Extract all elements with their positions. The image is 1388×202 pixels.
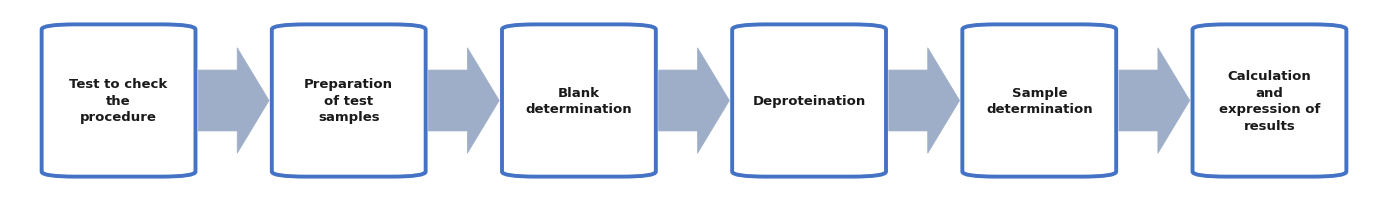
FancyBboxPatch shape bbox=[1192, 25, 1346, 177]
FancyBboxPatch shape bbox=[733, 25, 886, 177]
Polygon shape bbox=[888, 48, 959, 154]
Text: Test to check
the
procedure: Test to check the procedure bbox=[69, 78, 168, 124]
Polygon shape bbox=[429, 48, 500, 154]
Text: Calculation
and
expression of
results: Calculation and expression of results bbox=[1219, 70, 1320, 132]
Text: Blank
determination: Blank determination bbox=[526, 86, 632, 116]
FancyBboxPatch shape bbox=[502, 25, 655, 177]
Text: Deproteination: Deproteination bbox=[752, 95, 866, 107]
Text: Preparation
of test
samples: Preparation of test samples bbox=[304, 78, 393, 124]
Polygon shape bbox=[658, 48, 730, 154]
Polygon shape bbox=[1119, 48, 1190, 154]
FancyBboxPatch shape bbox=[272, 25, 426, 177]
FancyBboxPatch shape bbox=[962, 25, 1116, 177]
FancyBboxPatch shape bbox=[42, 25, 196, 177]
Text: Sample
determination: Sample determination bbox=[985, 86, 1092, 116]
Polygon shape bbox=[198, 48, 269, 154]
